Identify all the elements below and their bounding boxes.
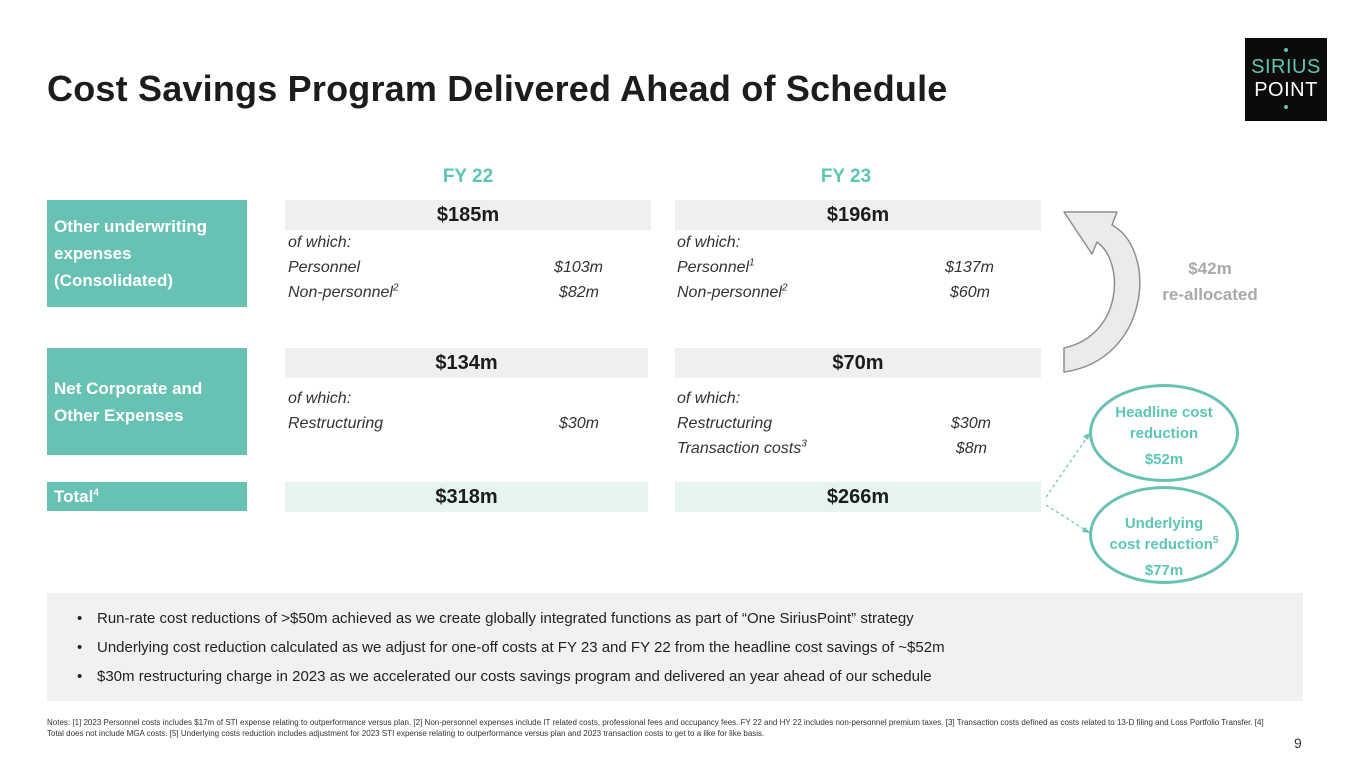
fy22-underwriting-total: $185m <box>285 200 651 230</box>
footnote-marker: 1 <box>749 257 755 269</box>
footnote-marker: 4 <box>93 487 99 499</box>
fy23-transaction-costs-value: $8m <box>955 440 987 457</box>
fy22-nonpersonnel-value: $82m <box>558 284 599 301</box>
oval-text-line: reduction <box>1129 425 1199 442</box>
bullet-item: $30m restructuring charge in 2023 as we … <box>77 668 1303 697</box>
headline-cost-reduction-value: $52m <box>1144 451 1184 468</box>
fy23-nonpersonnel-value: $60m <box>949 284 990 301</box>
row-label-line: Other Expenses <box>54 405 184 425</box>
fy23-underwriting-total: $196m <box>675 200 1041 230</box>
column-header-fy22: FY 22 <box>442 166 494 187</box>
oval-text: cost reduction <box>1109 536 1213 553</box>
fy23-corporate-total: $70m <box>675 348 1041 378</box>
oval-text-line: cost reduction5 <box>1092 534 1236 555</box>
dashed-connector-underlying <box>1045 504 1091 534</box>
fy23-total: $266m <box>675 482 1041 512</box>
fy22-nonpersonnel-text: Non-personnel <box>288 284 393 301</box>
siriuspoint-logo: SIRIUS POINT <box>1245 38 1327 121</box>
fy22-restructuring-value: $30m <box>558 415 599 432</box>
key-points-box: Run-rate cost reductions of >$50m achiev… <box>47 593 1303 701</box>
footnote-marker: 2 <box>392 282 399 294</box>
fy22-nonpersonnel-label: Non-personnel2 <box>288 282 399 302</box>
fy22-corporate-total: $134m <box>285 348 648 378</box>
fy23-underwriting-of-which: of which: <box>677 234 741 251</box>
fy22-personnel-value: $103m <box>554 259 603 276</box>
page-title: Cost Savings Program Delivered Ahead of … <box>47 68 948 109</box>
fy23-personnel-value: $137m <box>945 259 994 276</box>
fy23-restructuring-value: $30m <box>950 415 991 432</box>
underlying-cost-reduction-oval: Underlying cost reduction5 $77m <box>1089 486 1239 584</box>
oval-text-line: Underlying <box>1124 515 1204 532</box>
total-label-text: Total <box>54 487 94 506</box>
logo-text-line2: POINT <box>1254 79 1318 101</box>
row-label-underwriting: Other underwriting expenses (Consolidate… <box>47 200 247 307</box>
fy23-personnel-text: Personnel <box>677 259 750 276</box>
column-header-fy23: FY 23 <box>820 166 872 187</box>
bullet-item: Underlying cost reduction calculated as … <box>77 639 1303 668</box>
fy23-transaction-costs-text: Transaction costs <box>677 440 802 457</box>
reallocation-text: re-allocated <box>1162 285 1258 304</box>
fy22-restructuring-label: Restructuring <box>288 415 384 432</box>
fy23-nonpersonnel-label: Non-personnel2 <box>677 282 788 302</box>
fy23-restructuring-label: Restructuring <box>677 415 773 432</box>
fy23-corporate-of-which: of which: <box>677 390 741 407</box>
row-label-corporate: Net Corporate and Other Expenses <box>47 348 247 455</box>
row-label-line: Other underwriting <box>54 217 207 236</box>
logo-star-icon <box>1284 105 1288 109</box>
logo-star-icon <box>1284 48 1288 52</box>
headline-cost-reduction-oval: Headline cost reduction $52m <box>1089 384 1239 482</box>
footnote-marker: 3 <box>801 438 807 450</box>
footnote-marker: 2 <box>781 282 788 294</box>
fy22-corporate-of-which: of which: <box>288 390 352 407</box>
fy23-nonpersonnel-text: Non-personnel <box>677 284 782 301</box>
bullet-item: Run-rate cost reductions of >$50m achiev… <box>77 610 1303 639</box>
footnotes: Notes: [1] 2023 Personnel costs includes… <box>47 718 1264 738</box>
fy23-personnel-label: Personnel1 <box>677 257 755 277</box>
row-label-line: expenses <box>54 244 132 263</box>
fy22-total: $318m <box>285 482 648 512</box>
reallocation-arrow-icon <box>1063 211 1141 373</box>
oval-text-line: Headline cost <box>1115 404 1213 421</box>
fy23-transaction-costs-label: Transaction costs3 <box>677 438 807 458</box>
footnote-marker: 5 <box>1212 535 1219 546</box>
dashed-connector-headline <box>1045 432 1091 498</box>
underlying-cost-reduction-value: $77m <box>1144 562 1184 579</box>
page-number: 9 <box>1294 735 1302 751</box>
fy22-underwriting-of-which: of which: <box>288 234 352 251</box>
fy22-personnel-label: Personnel <box>288 259 361 276</box>
logo-text-line1: SIRIUS <box>1251 56 1321 78</box>
row-label-line: Net Corporate and <box>54 378 203 398</box>
row-label-line: (Consolidated) <box>54 271 173 290</box>
row-label-total: Total4 <box>47 482 247 511</box>
reallocation-amount: $42m <box>1188 259 1232 278</box>
